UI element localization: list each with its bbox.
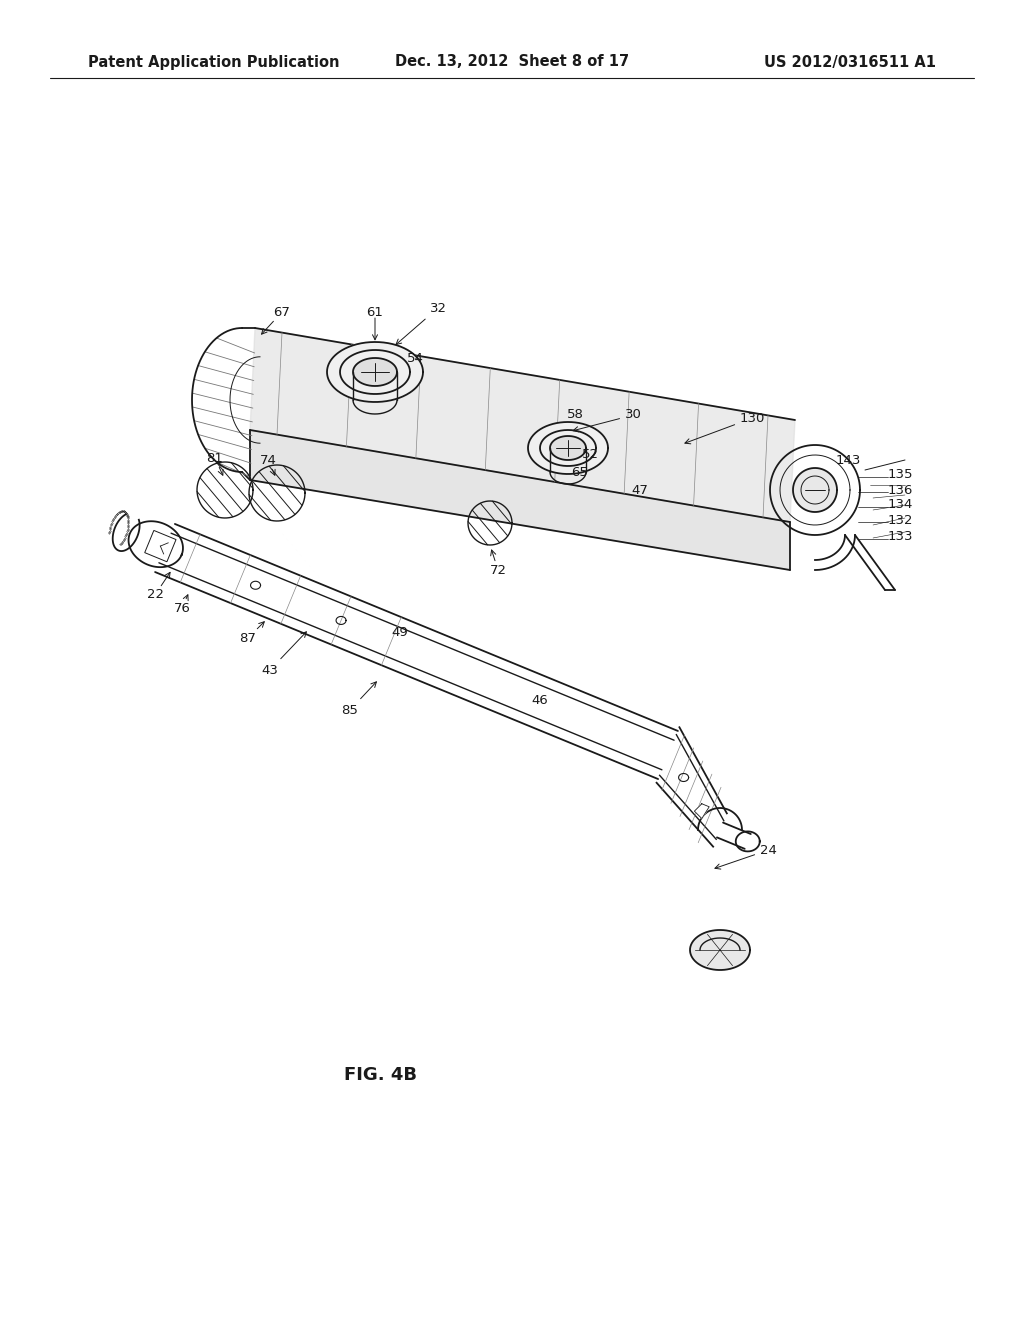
Text: 130: 130 <box>685 412 765 444</box>
Text: 143: 143 <box>836 454 861 466</box>
Text: 58: 58 <box>566 408 584 421</box>
Text: 85: 85 <box>342 682 377 717</box>
Text: 43: 43 <box>261 632 306 676</box>
Polygon shape <box>550 436 586 459</box>
Text: FIG. 4B: FIG. 4B <box>343 1067 417 1084</box>
Text: 72: 72 <box>489 550 507 577</box>
Text: 135: 135 <box>887 469 912 482</box>
Text: 74: 74 <box>259 454 276 475</box>
Text: 46: 46 <box>531 693 549 706</box>
Polygon shape <box>144 531 176 562</box>
Text: 65: 65 <box>571 466 589 479</box>
Text: Patent Application Publication: Patent Application Publication <box>88 54 340 70</box>
Text: 30: 30 <box>573 408 642 432</box>
Text: 81: 81 <box>207 451 223 475</box>
Polygon shape <box>250 327 795 521</box>
Text: 132: 132 <box>887 513 912 527</box>
Polygon shape <box>250 430 790 570</box>
Text: 76: 76 <box>173 595 190 615</box>
Text: 54: 54 <box>407 351 424 364</box>
Polygon shape <box>694 804 710 818</box>
Polygon shape <box>327 342 423 403</box>
Text: 47: 47 <box>632 483 648 496</box>
Polygon shape <box>353 358 397 385</box>
Text: 133: 133 <box>887 531 912 544</box>
Text: 67: 67 <box>261 305 291 334</box>
Text: 61: 61 <box>367 306 383 319</box>
Text: US 2012/0316511 A1: US 2012/0316511 A1 <box>764 54 936 70</box>
Text: 49: 49 <box>391 626 409 639</box>
Polygon shape <box>793 469 837 512</box>
Text: 136: 136 <box>888 483 912 496</box>
Text: Dec. 13, 2012  Sheet 8 of 17: Dec. 13, 2012 Sheet 8 of 17 <box>395 54 629 70</box>
Text: 32: 32 <box>396 301 446 345</box>
Polygon shape <box>690 931 750 970</box>
Text: 24: 24 <box>715 843 777 869</box>
Text: 134: 134 <box>888 499 912 511</box>
Text: 22: 22 <box>146 573 170 602</box>
Text: 52: 52 <box>582 449 598 462</box>
Polygon shape <box>528 422 608 474</box>
Text: 87: 87 <box>240 622 264 644</box>
